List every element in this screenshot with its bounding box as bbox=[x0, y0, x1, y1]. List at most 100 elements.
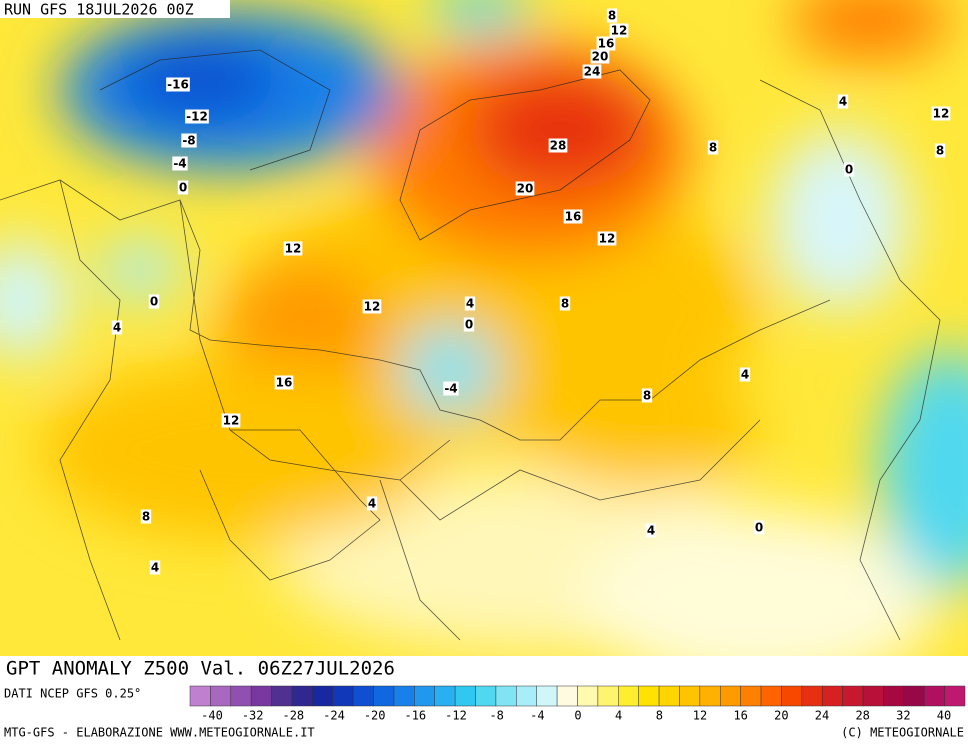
data-source: DATI NCEP GFS 0.25° bbox=[4, 687, 141, 701]
run-box bbox=[0, 0, 230, 18]
label-box bbox=[753, 520, 765, 535]
contour-label: 0 bbox=[755, 521, 763, 535]
colorbar-box bbox=[556, 685, 578, 707]
contour-label: 16 bbox=[276, 376, 293, 390]
colorbar-box bbox=[903, 685, 925, 707]
contour-label: 8 bbox=[142, 510, 150, 524]
label-box bbox=[707, 140, 719, 155]
label-box bbox=[582, 64, 602, 79]
colorbar-tick-label: -24 bbox=[323, 709, 345, 723]
contour-label: -4 bbox=[173, 157, 186, 171]
label-box bbox=[463, 317, 475, 332]
colorbar-tick-label: 32 bbox=[896, 709, 910, 723]
contour-label: 20 bbox=[517, 182, 534, 196]
borders bbox=[0, 49, 941, 641]
colorbar-box bbox=[271, 685, 293, 707]
map-title: GPT ANOMALY Z500 Val. 06Z27JUL2026 bbox=[6, 658, 395, 680]
colorbar-box bbox=[801, 685, 823, 707]
label-box bbox=[177, 180, 189, 195]
colorbar-tick-label: -16 bbox=[404, 709, 426, 723]
contour-label: 12 bbox=[611, 24, 628, 38]
colorbar-box bbox=[495, 685, 517, 707]
label-box bbox=[606, 8, 618, 23]
label-box bbox=[185, 109, 209, 124]
contour-labels: -16-12-8-4081216202428201612841280120412… bbox=[111, 8, 951, 575]
label-box bbox=[274, 375, 294, 390]
label-box bbox=[166, 77, 190, 92]
label-box bbox=[597, 231, 617, 246]
contour-label: 16 bbox=[565, 210, 582, 224]
label-box bbox=[148, 294, 160, 309]
colorbar-box bbox=[536, 685, 558, 707]
colorbar-box bbox=[454, 685, 476, 707]
colorbar-tick-label: 24 bbox=[815, 709, 829, 723]
colorbar-box bbox=[189, 685, 211, 707]
contour-label: 8 bbox=[561, 297, 569, 311]
label-box bbox=[181, 133, 197, 148]
colorbar-box bbox=[679, 685, 701, 707]
colorbar-box bbox=[944, 685, 966, 707]
anomaly-field bbox=[0, 0, 968, 656]
label-box bbox=[548, 138, 568, 153]
label-box bbox=[843, 162, 855, 177]
colorbar-box bbox=[923, 685, 945, 707]
contour-label: 4 bbox=[113, 321, 121, 335]
contour-label: 0 bbox=[465, 318, 473, 332]
label-box bbox=[172, 156, 188, 171]
contour-label: 0 bbox=[150, 295, 158, 309]
colorbar-box bbox=[210, 685, 232, 707]
colorbar-box bbox=[597, 685, 619, 707]
colorbar-tick-label: 4 bbox=[615, 709, 622, 723]
colorbar-tick-label: 12 bbox=[693, 709, 707, 723]
colorbar-tick-label: -40 bbox=[201, 709, 223, 723]
label-box bbox=[837, 94, 849, 109]
contour-label: 12 bbox=[599, 232, 616, 246]
colorbar-box bbox=[230, 685, 252, 707]
contour-label: 16 bbox=[598, 37, 615, 51]
contour-label: 12 bbox=[364, 300, 381, 314]
contour-label: 8 bbox=[936, 144, 944, 158]
label-box bbox=[140, 509, 152, 524]
label-box bbox=[362, 299, 382, 314]
label-box bbox=[515, 181, 535, 196]
contour-label: 4 bbox=[839, 95, 847, 109]
colorbar-tick-label: -32 bbox=[242, 709, 264, 723]
colorbar-tick-label: -20 bbox=[364, 709, 386, 723]
label-box bbox=[590, 49, 610, 64]
label-box bbox=[283, 241, 303, 256]
label-box bbox=[443, 381, 459, 396]
colorbar-box bbox=[332, 685, 354, 707]
colorbar-box bbox=[862, 685, 884, 707]
contour-label: 4 bbox=[368, 497, 376, 511]
colorbar-tick-label: -12 bbox=[445, 709, 467, 723]
contour-label: 4 bbox=[466, 297, 474, 311]
colorbar-box bbox=[658, 685, 680, 707]
colorbar-tick-label: 28 bbox=[855, 709, 869, 723]
colorbar-box bbox=[781, 685, 803, 707]
contour-label: 12 bbox=[933, 107, 950, 121]
contour-label: 28 bbox=[550, 139, 567, 153]
contour-label: 12 bbox=[223, 414, 240, 428]
label-box bbox=[221, 413, 241, 428]
colorbar-box bbox=[842, 685, 864, 707]
colorbar-box bbox=[373, 685, 395, 707]
contour-label: 0 bbox=[845, 163, 853, 177]
colorbar-box bbox=[577, 685, 599, 707]
credit: MTG-GFS - ELABORAZIONE WWW.METEOGIORNALE… bbox=[4, 726, 315, 740]
contour-label: 24 bbox=[584, 65, 601, 79]
colorbar-box bbox=[434, 685, 456, 707]
copyright: (C) METEOGIORNALE bbox=[841, 726, 964, 740]
colorbar-box bbox=[250, 685, 272, 707]
colorbar-box bbox=[475, 685, 497, 707]
label-box bbox=[739, 367, 751, 382]
colorbar-tick-label: 20 bbox=[774, 709, 788, 723]
contour-label: 4 bbox=[741, 368, 749, 382]
contour-label: 4 bbox=[151, 561, 159, 575]
contour-label: -16 bbox=[167, 78, 189, 92]
colorbar-box bbox=[760, 685, 782, 707]
contour-label: 4 bbox=[647, 524, 655, 538]
colorbar-box bbox=[393, 685, 415, 707]
contour-label: 8 bbox=[709, 141, 717, 155]
